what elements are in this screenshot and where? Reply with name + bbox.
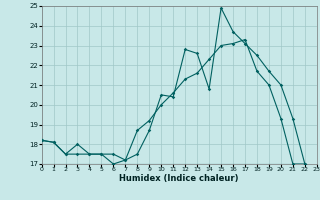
X-axis label: Humidex (Indice chaleur): Humidex (Indice chaleur) [119,174,239,183]
